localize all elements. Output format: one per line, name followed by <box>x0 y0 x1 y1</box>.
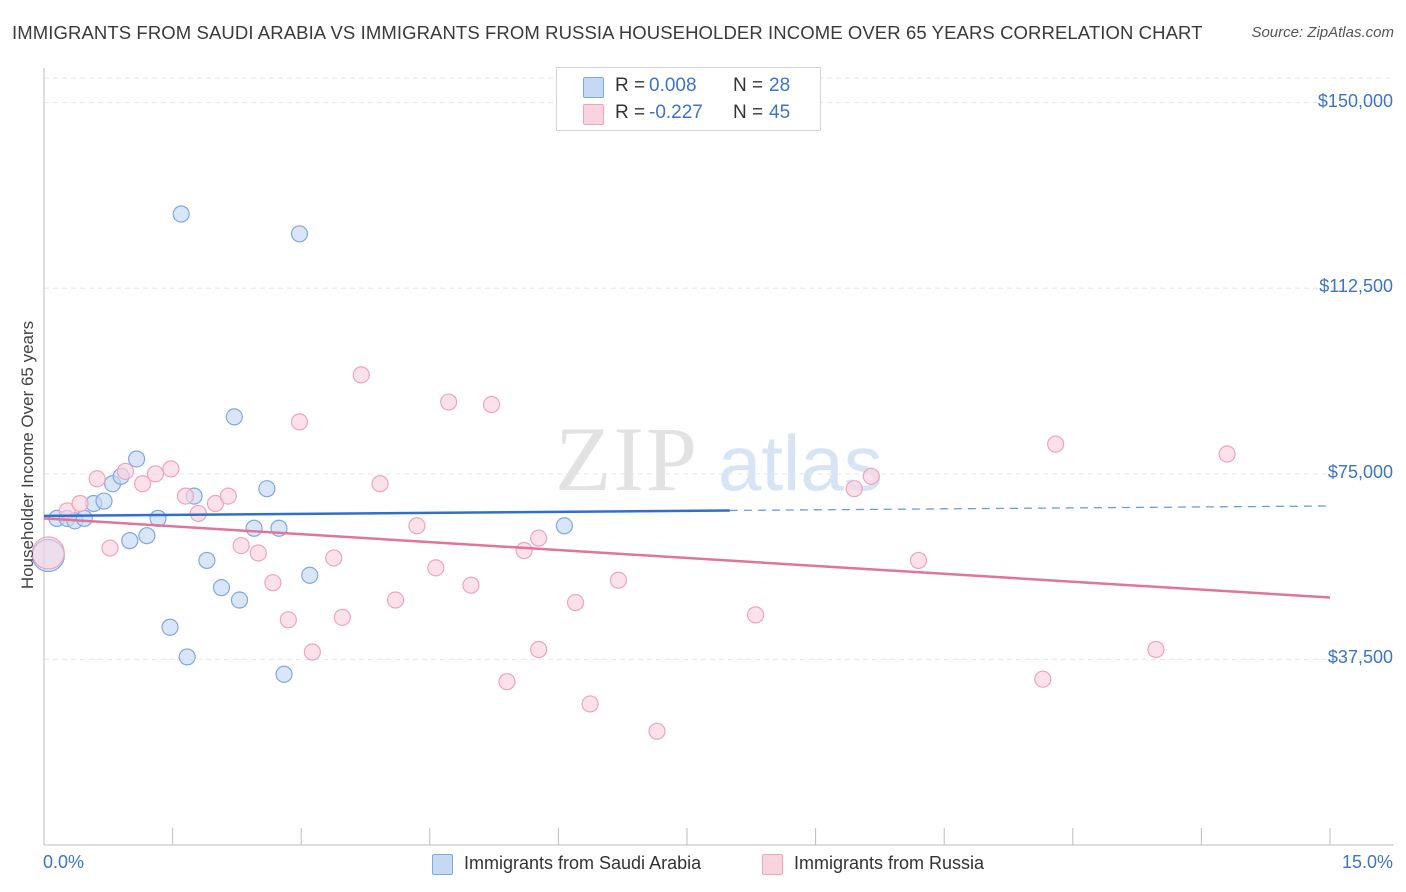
axes <box>43 68 1394 846</box>
trend-lines <box>43 505 1331 599</box>
russia-point <box>71 494 89 513</box>
russia-point <box>427 559 445 577</box>
gridlines <box>44 77 1394 660</box>
saudi-point <box>121 532 139 550</box>
saudi-point <box>198 551 216 570</box>
x-tick-min: 0.0% <box>43 852 85 872</box>
russia-r-label: R = <box>615 102 646 123</box>
saudi-legend-swatch <box>432 854 453 875</box>
saudi-point <box>275 665 293 683</box>
saudi-point <box>95 492 113 510</box>
russia-point <box>290 413 309 431</box>
source-credit: Source: ZipAtlas.com <box>1251 24 1394 41</box>
russia-point <box>206 494 225 513</box>
correlation-legend: R = 0.008 N = 28 R = -0.227 N = 45 <box>556 67 821 131</box>
russia-point <box>566 593 585 612</box>
saudi-point <box>555 517 574 535</box>
russia-point <box>325 549 343 567</box>
russia-point <box>219 487 237 505</box>
saudi-point <box>258 480 276 498</box>
saudi-point <box>290 225 309 243</box>
russia-point <box>116 462 135 480</box>
russia-point <box>1047 435 1065 453</box>
saudi-swatch <box>583 77 604 98</box>
russia-point <box>101 539 119 557</box>
russia-point <box>1218 445 1236 463</box>
russia-point <box>609 571 628 589</box>
russia-point <box>386 591 405 609</box>
russia-point <box>909 551 928 570</box>
saudi-trend-line <box>43 509 730 518</box>
saudi-point <box>138 527 156 545</box>
y-tick-label: $75,000 <box>1327 461 1393 482</box>
russia-point <box>462 576 480 594</box>
russia-point <box>279 611 297 629</box>
saudi-point <box>245 519 263 537</box>
russia-point <box>352 366 370 384</box>
saudi-point <box>75 509 93 527</box>
saudi-r-label: R = <box>615 75 646 96</box>
saudi-point <box>172 205 190 223</box>
russia-swatch <box>583 104 604 125</box>
saudi-point <box>230 591 249 609</box>
russia-n-value: 45 <box>769 102 791 123</box>
y-axis-label: Householder Income Over 65 years <box>18 320 37 590</box>
russia-point <box>482 395 501 414</box>
series-legend: Immigrants from Saudi Arabia Immigrants … <box>0 853 1406 877</box>
russia-point <box>88 470 106 488</box>
saudi-n-value: 28 <box>769 75 791 96</box>
russia-point <box>862 467 880 485</box>
saudi-trend-extension <box>729 505 1331 512</box>
saudi-point <box>161 618 179 636</box>
saudi-legend-label: Immigrants from Saudi Arabia <box>464 853 702 873</box>
russia-point <box>176 487 195 505</box>
russia-r-value: -0.227 <box>649 102 703 123</box>
russia-point <box>845 480 863 498</box>
russia-point <box>408 517 426 535</box>
russia-legend-label: Immigrants from Russia <box>794 853 985 873</box>
russia-point <box>162 460 180 478</box>
saudi-point <box>127 450 146 468</box>
russia-point <box>515 541 533 560</box>
russia-point <box>530 640 548 659</box>
russia-point <box>146 465 165 483</box>
russia-point <box>530 529 548 547</box>
russia-legend-swatch <box>762 854 783 875</box>
russia-point <box>1034 670 1052 688</box>
saudi-n-label: N = <box>733 75 764 96</box>
russia-point <box>648 722 666 740</box>
russia-point <box>746 606 765 624</box>
x-tick-max: 15.0% <box>1341 852 1393 872</box>
y-tick-label: $37,500 <box>1327 647 1393 668</box>
russia-point <box>581 695 599 713</box>
watermark-zip: ZIP <box>555 408 699 510</box>
y-tick-label: $112,500 <box>1319 276 1393 297</box>
saudi-r-value: 0.008 <box>649 75 697 96</box>
chart-title: IMMIGRANTS FROM SAUDI ARABIA VS IMMIGRAN… <box>12 22 1203 43</box>
russia-point <box>133 475 152 493</box>
russia-point <box>264 574 282 592</box>
saudi-point <box>178 648 196 666</box>
russia-point <box>498 673 516 691</box>
russia-point <box>1147 640 1165 659</box>
saudi-point <box>225 408 243 426</box>
russia-point <box>303 643 321 661</box>
data-points <box>31 205 1236 740</box>
russia-n-label: N = <box>733 102 764 123</box>
russia-point <box>249 544 267 562</box>
russia-point <box>232 536 250 555</box>
y-tick-label: $150,000 <box>1317 90 1393 111</box>
russia-point <box>371 475 389 493</box>
saudi-point <box>212 579 231 597</box>
russia-point <box>31 536 65 570</box>
russia-point <box>333 608 351 626</box>
saudi-point <box>301 566 319 584</box>
russia-point <box>440 393 458 411</box>
russia-trend-line <box>43 517 1331 599</box>
